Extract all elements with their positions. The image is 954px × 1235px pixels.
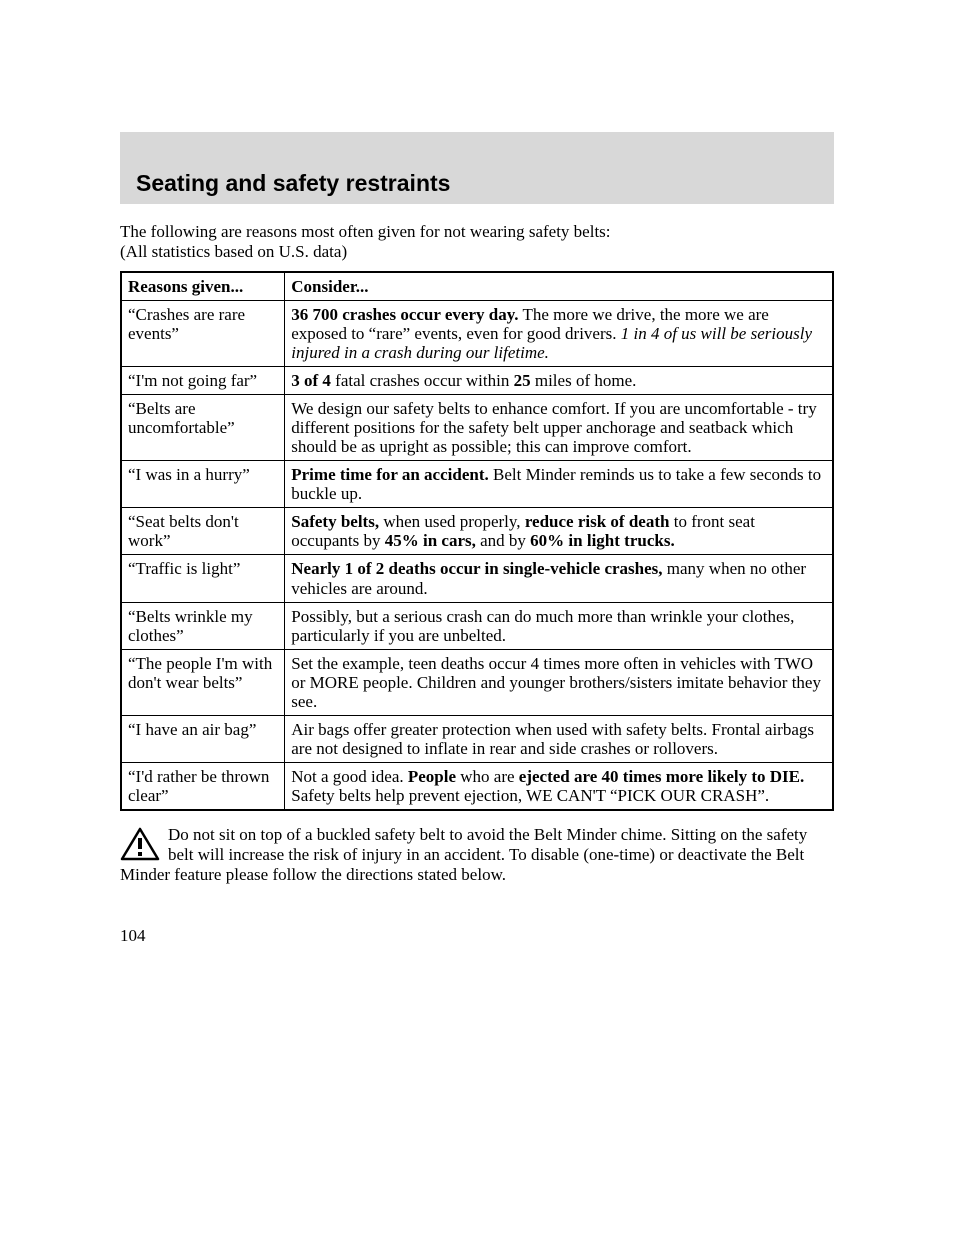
table-header-reasons: Reasons given... (121, 272, 285, 301)
reason-cell: “I'd rather be thrown clear” (121, 762, 285, 810)
table-body: “Crashes are rare events” 36 700 crashes… (121, 301, 833, 810)
reason-cell: “Traffic is light” (121, 555, 285, 602)
consider-cell: Not a good idea. People who are ejected … (285, 762, 833, 810)
section-title: Seating and safety restraints (136, 170, 834, 197)
consider-cell: Nearly 1 of 2 deaths occur in single-veh… (285, 555, 833, 602)
consider-cell: Set the example, teen deaths occur 4 tim… (285, 649, 833, 715)
reason-cell: “Belts are uncomfortable” (121, 395, 285, 461)
reasons-table: Reasons given... Consider... “Crashes ar… (120, 271, 834, 811)
table-row: “I was in a hurry” Prime time for an acc… (121, 461, 833, 508)
table-row: “Belts are uncomfortable” We design our … (121, 395, 833, 461)
table-row: “Seat belts don't work” Safety belts, wh… (121, 508, 833, 555)
table-row: “Traffic is light” Nearly 1 of 2 deaths … (121, 555, 833, 602)
consider-cell: We design our safety belts to enhance co… (285, 395, 833, 461)
header-band: Seating and safety restraints (120, 132, 834, 204)
table-row: “I'm not going far” 3 of 4 fatal crashes… (121, 367, 833, 395)
warning-text: Do not sit on top of a buckled safety be… (120, 825, 807, 884)
consider-cell: 3 of 4 fatal crashes occur within 25 mil… (285, 367, 833, 395)
page: Seating and safety restraints The follow… (0, 0, 954, 1235)
consider-cell: Possibly, but a serious crash can do muc… (285, 602, 833, 649)
intro-text: The following are reasons most often giv… (120, 222, 834, 261)
table-row: “Belts wrinkle my clothes” Possibly, but… (121, 602, 833, 649)
warning-icon (120, 827, 160, 861)
table-header-row: Reasons given... Consider... (121, 272, 833, 301)
reason-cell: “I have an air bag” (121, 715, 285, 762)
reason-cell: “I was in a hurry” (121, 461, 285, 508)
reason-cell: “The people I'm with don't wear belts” (121, 649, 285, 715)
intro-line1: The following are reasons most often giv… (120, 222, 611, 241)
page-number: 104 (120, 926, 146, 946)
table-row: “I have an air bag” Air bags offer great… (121, 715, 833, 762)
table-row: “Crashes are rare events” 36 700 crashes… (121, 301, 833, 367)
content-area: The following are reasons most often giv… (120, 216, 834, 885)
reason-cell: “Belts wrinkle my clothes” (121, 602, 285, 649)
table-row: “The people I'm with don't wear belts” S… (121, 649, 833, 715)
consider-cell: 36 700 crashes occur every day. The more… (285, 301, 833, 367)
reason-cell: “Seat belts don't work” (121, 508, 285, 555)
reason-cell: “I'm not going far” (121, 367, 285, 395)
consider-cell: Air bags offer greater protection when u… (285, 715, 833, 762)
consider-cell: Safety belts, when used properly, reduce… (285, 508, 833, 555)
intro-line2: (All statistics based on U.S. data) (120, 242, 347, 261)
table-header-consider: Consider... (285, 272, 833, 301)
consider-cell: Prime time for an accident. Belt Minder … (285, 461, 833, 508)
warning-block: Do not sit on top of a buckled safety be… (120, 825, 834, 885)
reason-cell: “Crashes are rare events” (121, 301, 285, 367)
table-row: “I'd rather be thrown clear” Not a good … (121, 762, 833, 810)
